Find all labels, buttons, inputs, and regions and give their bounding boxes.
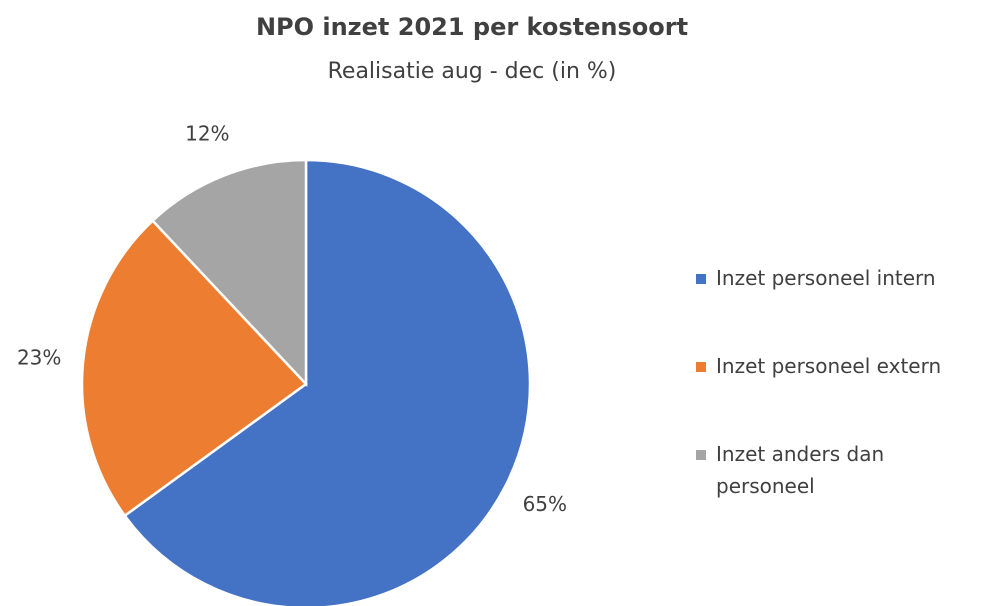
legend-swatch	[696, 450, 706, 460]
data-label: 65%	[523, 492, 567, 516]
data-label: 23%	[17, 345, 61, 369]
legend-swatch	[696, 274, 706, 284]
pie-slice	[123, 158, 532, 606]
legend-swatch	[696, 362, 706, 372]
legend-item: Inzet personeel extern	[696, 350, 966, 382]
legend-label: Inzet anders dan personeel	[716, 442, 885, 498]
legend-label: Inzet personeel extern	[716, 354, 942, 378]
legend-label: Inzet personeel intern	[716, 266, 936, 290]
chart-title: NPO inzet 2021 per kostensoort	[256, 13, 688, 41]
pie-slice	[80, 218, 308, 518]
chart-subtitle: Realisatie aug - dec (in %)	[328, 59, 617, 84]
legend: Inzet personeel intern Inzet personeel ex…	[696, 262, 966, 558]
pie-slice	[150, 158, 308, 388]
data-label: 12%	[185, 121, 229, 145]
legend-item: Inzet anders dan personeel	[696, 438, 966, 502]
legend-item: Inzet personeel intern	[696, 262, 966, 294]
